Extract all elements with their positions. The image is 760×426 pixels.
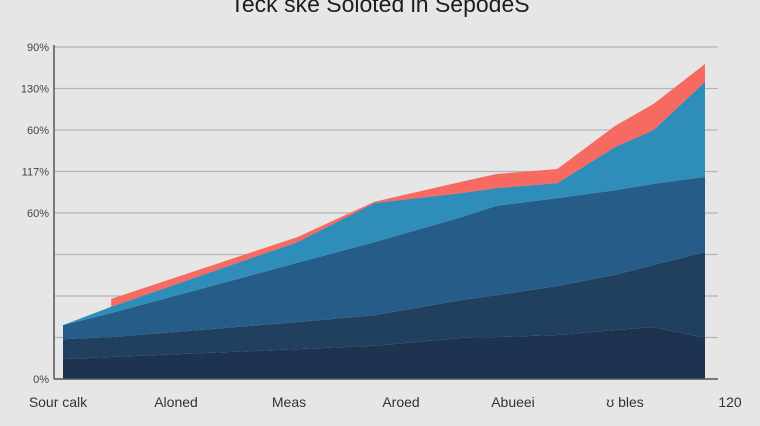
area-series-3	[63, 176, 705, 340]
y-tick-label: 60%	[27, 125, 49, 137]
y-tick-label: 117%	[22, 167, 50, 179]
x-tick-label: Aroed	[382, 394, 419, 410]
y-tick-label: 0%	[33, 374, 49, 386]
x-tick-label: Aloned	[154, 394, 198, 410]
chart-title: Teck ske Soloted in SepodeS	[230, 0, 530, 17]
y-tick-label: 130%	[21, 84, 49, 96]
y-tick-label: 60%	[27, 208, 49, 220]
x-tick-label: Meas	[272, 394, 306, 410]
x-tick-label: ʊ bles	[606, 394, 644, 410]
area-series-4	[63, 81, 705, 326]
x-tick-label: 120	[718, 394, 742, 410]
area-series-1	[63, 327, 705, 379]
area-series-5	[111, 64, 705, 307]
area-series-2	[63, 252, 705, 360]
y-tick-label: 90%	[27, 42, 49, 54]
x-tick-label: Abueei	[491, 394, 535, 410]
x-tick-label: Sour calk	[29, 394, 88, 410]
